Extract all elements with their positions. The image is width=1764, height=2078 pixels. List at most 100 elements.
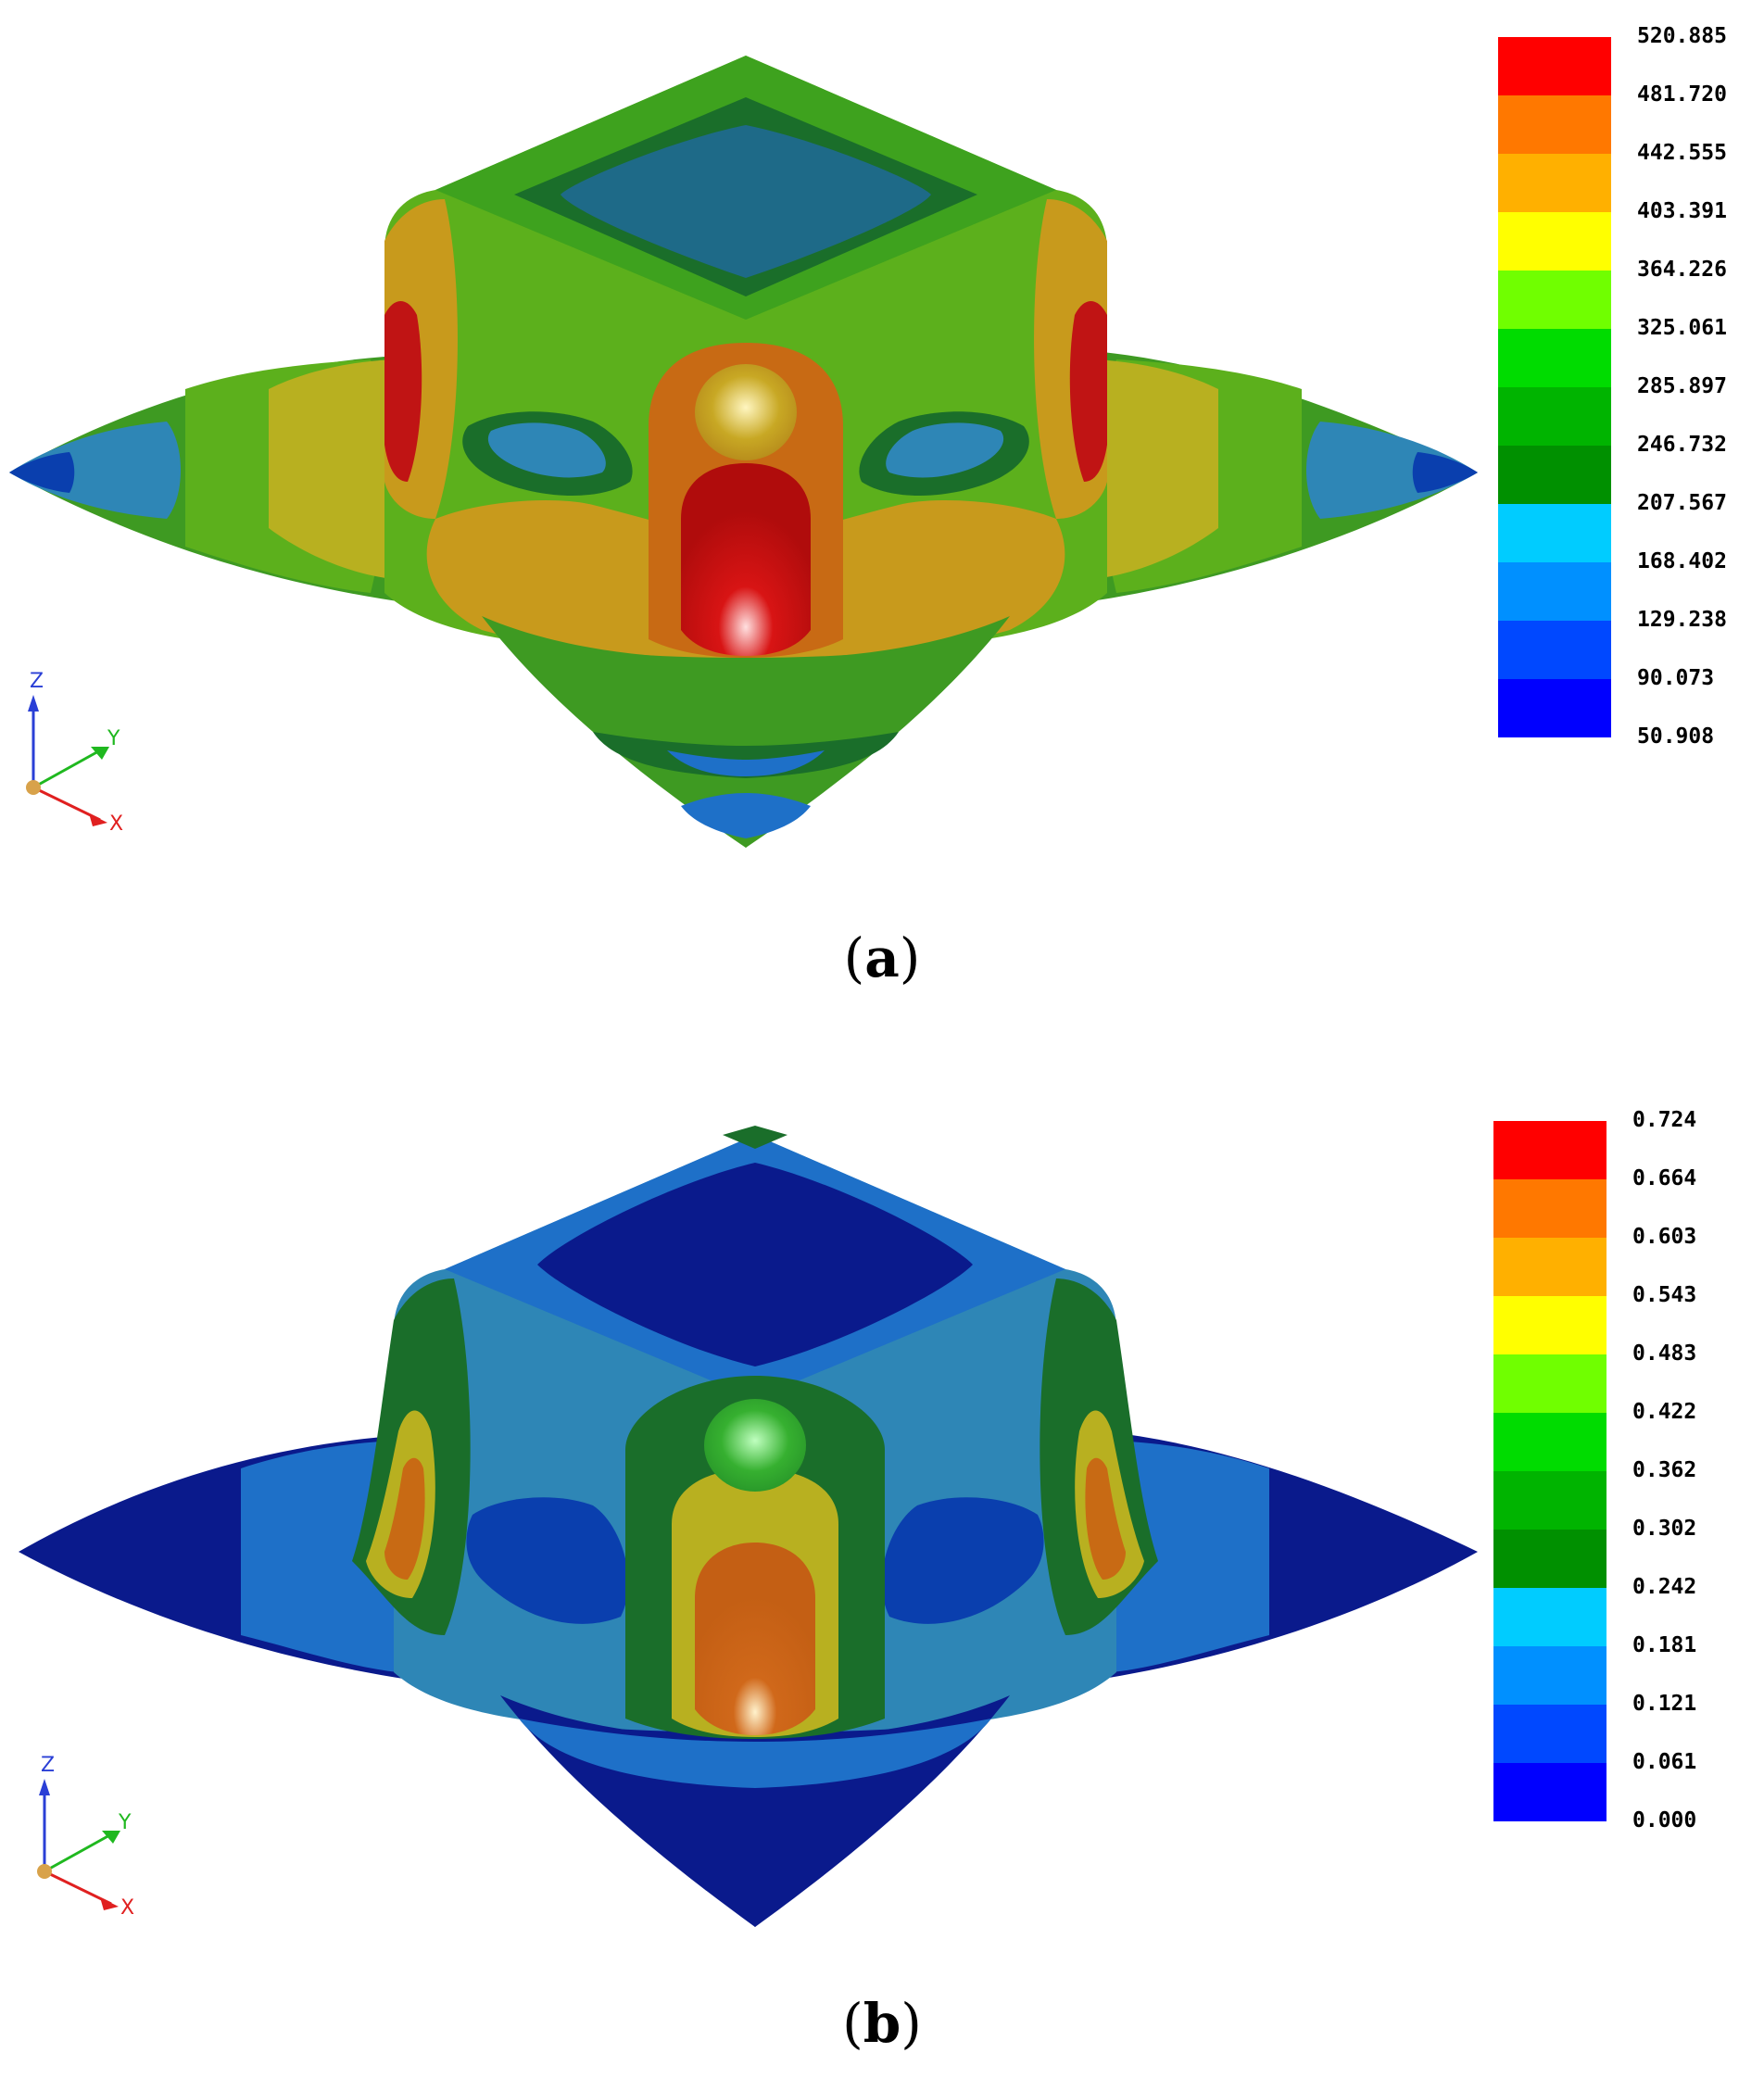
y-axis-line bbox=[32, 749, 101, 789]
legend-tick-label: 0.603 bbox=[1632, 1225, 1697, 1249]
cup-hot-left-a bbox=[384, 301, 422, 482]
legend-tick-label: 325.061 bbox=[1637, 316, 1727, 340]
center-hot-b bbox=[695, 1543, 815, 1735]
legend-tick-label: 90.073 bbox=[1637, 666, 1715, 690]
flange-tip-right-a bbox=[1306, 422, 1478, 519]
legend-swatch bbox=[1493, 1471, 1606, 1530]
caption-b: (b) bbox=[842, 1992, 922, 2055]
legend-swatch bbox=[1498, 679, 1611, 737]
z-axis-label: Z bbox=[30, 670, 44, 693]
z-axis-arrow bbox=[39, 1779, 50, 1795]
legend-swatch bbox=[1493, 1413, 1606, 1471]
legend-tick-label: 0.302 bbox=[1632, 1517, 1697, 1541]
legend-swatch bbox=[1493, 1763, 1606, 1821]
caption-a: (a) bbox=[843, 926, 921, 989]
legend-tick-label: 481.720 bbox=[1637, 82, 1727, 107]
legend-swatch bbox=[1498, 562, 1611, 621]
legend-swatch bbox=[1493, 1121, 1606, 1179]
legend-tick-label: 246.732 bbox=[1637, 433, 1727, 457]
center-peak-a bbox=[695, 364, 797, 460]
legend-tick-label: 0.422 bbox=[1632, 1400, 1697, 1424]
lower-blue-b bbox=[466, 1497, 629, 1624]
y-axis-label: Y bbox=[118, 1811, 132, 1834]
top-ridge-b bbox=[723, 1126, 788, 1149]
flange-tip-left-deep-a bbox=[9, 452, 75, 493]
legend-tick-label: 168.402 bbox=[1637, 549, 1727, 573]
legend-tick-label: 520.885 bbox=[1637, 24, 1727, 48]
legend-swatch bbox=[1498, 95, 1611, 154]
color-legend-a: 520.885 481.720 442.555 403.391 364.226 325.0… bbox=[1498, 24, 1764, 760]
legend-tick-label: 129.238 bbox=[1637, 608, 1727, 632]
legend-tick-label: 207.567 bbox=[1637, 491, 1727, 515]
color-legend-b: 0.724 0.664 0.603 0.543 0.483 0.422 0.362 0.302… bbox=[1493, 1108, 1762, 1844]
y-axis-label: Y bbox=[107, 727, 120, 750]
legend-swatch bbox=[1498, 621, 1611, 679]
cup-hot-left-b bbox=[384, 1457, 425, 1580]
flange-tip-left-a bbox=[9, 422, 181, 519]
bottom-blue-a bbox=[667, 750, 825, 776]
axis-triad-a: Z Y X bbox=[26, 670, 123, 834]
legend-swatch bbox=[1493, 1354, 1606, 1413]
contour-plot-b bbox=[19, 1126, 1478, 1927]
legend-tick-label: 0.000 bbox=[1632, 1808, 1697, 1832]
legend-swatch bbox=[1498, 212, 1611, 271]
bottom-band-b bbox=[519, 1719, 991, 1788]
bottom-nose-a bbox=[482, 616, 1010, 848]
eye-right-core-a bbox=[886, 422, 1004, 478]
z-axis-label: Z bbox=[41, 1754, 55, 1777]
x-axis-line bbox=[44, 1870, 112, 1906]
legend-swatch bbox=[1498, 446, 1611, 504]
legend-swatch bbox=[1498, 329, 1611, 387]
legend-swatch bbox=[1493, 1238, 1606, 1296]
x-axis-arrow bbox=[100, 1897, 119, 1910]
panel-b: 0.724 0.664 0.603 0.543 0.483 0.422 0.362 0.302… bbox=[0, 1079, 1764, 2078]
legend-tick-label: 442.555 bbox=[1637, 141, 1727, 165]
z-axis-arrow bbox=[28, 695, 39, 712]
legend-tick-label: 50.908 bbox=[1637, 724, 1715, 749]
legend-swatch bbox=[1493, 1296, 1606, 1354]
legend-tick-label: 364.226 bbox=[1637, 258, 1727, 282]
legend-swatch bbox=[1498, 154, 1611, 212]
flange-tip-right-deep-a bbox=[1412, 452, 1478, 493]
cup-hot-right-b bbox=[1085, 1457, 1126, 1580]
legend-tick-label: 0.664 bbox=[1632, 1166, 1697, 1190]
legend-swatch bbox=[1498, 387, 1611, 446]
axis-origin bbox=[37, 1864, 52, 1879]
legend-tick-label: 0.061 bbox=[1632, 1750, 1697, 1774]
center-hot-a bbox=[681, 463, 811, 656]
axis-origin bbox=[26, 780, 41, 795]
legend-swatch bbox=[1493, 1705, 1606, 1763]
y-axis-line bbox=[44, 1832, 112, 1873]
legend-tick-label: 0.724 bbox=[1632, 1108, 1697, 1132]
axis-triad-b: Z Y X bbox=[37, 1754, 134, 1918]
legend-swatch bbox=[1498, 37, 1611, 95]
legend-swatch bbox=[1493, 1588, 1606, 1646]
legend-tick-label: 285.897 bbox=[1637, 374, 1727, 398]
legend-tick-label: 403.391 bbox=[1637, 199, 1727, 223]
legend-swatch bbox=[1498, 271, 1611, 329]
legend-tick-label: 0.181 bbox=[1632, 1633, 1697, 1657]
contour-plot-a bbox=[9, 56, 1478, 848]
legend-tick-label: 0.242 bbox=[1632, 1575, 1697, 1599]
y-axis-arrow bbox=[102, 1831, 120, 1844]
caption-a-label: a bbox=[864, 926, 900, 989]
top-face-core-b bbox=[537, 1163, 973, 1366]
legend-swatch bbox=[1493, 1179, 1606, 1238]
flange-orange-right-a bbox=[1079, 359, 1218, 579]
cup-hot-right-a bbox=[1069, 301, 1107, 482]
top-face-core-a bbox=[561, 125, 931, 278]
legend-tick-label: 0.483 bbox=[1632, 1341, 1697, 1366]
flange-orange-left-a bbox=[269, 359, 408, 579]
legend-swatch bbox=[1493, 1530, 1606, 1588]
center-peak-b bbox=[704, 1399, 806, 1492]
legend-tick-label: 0.121 bbox=[1632, 1692, 1697, 1716]
bottom-band-a bbox=[593, 732, 899, 778]
panel-a: 520.885 481.720 442.555 403.391 364.226 325.0… bbox=[0, 0, 1764, 1019]
x-axis-arrow bbox=[89, 813, 107, 826]
caption-b-label: b bbox=[863, 1992, 901, 2055]
legend-swatch bbox=[1493, 1646, 1606, 1705]
legend-tick-label: 0.543 bbox=[1632, 1283, 1697, 1307]
y-axis-arrow bbox=[91, 747, 109, 760]
eye-left-core-a bbox=[487, 422, 606, 478]
lower-blue-right-b bbox=[881, 1497, 1044, 1624]
